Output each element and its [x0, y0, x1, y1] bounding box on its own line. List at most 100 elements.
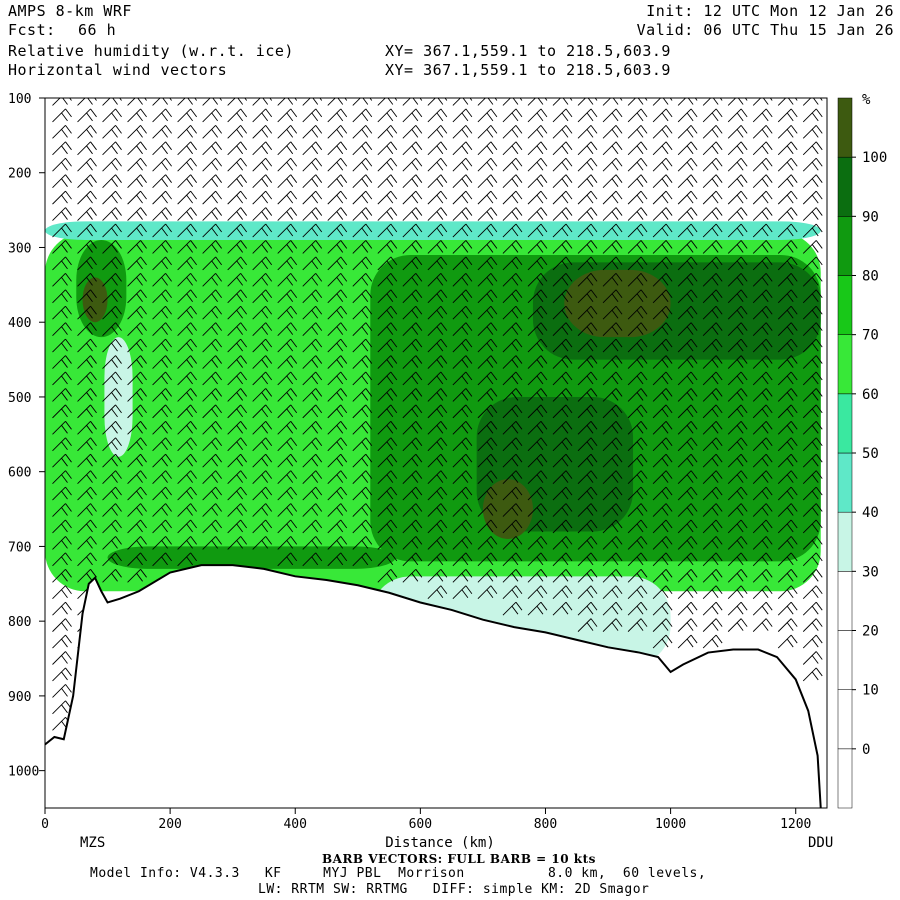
wind-barb — [402, 338, 423, 353]
barb-flag — [740, 470, 748, 479]
barb-staff — [77, 470, 91, 484]
barb-flag — [190, 322, 197, 331]
barb-flag — [87, 98, 93, 105]
wind-barb — [427, 190, 448, 205]
barb-flag — [286, 309, 294, 319]
barb-staff — [677, 223, 692, 238]
barb-flag — [161, 309, 168, 319]
barb-flag — [440, 503, 448, 512]
barb-staff — [252, 273, 267, 287]
barb-flag — [815, 190, 823, 200]
barb-flag — [186, 277, 193, 286]
barb-flag — [590, 437, 598, 447]
barb-flag — [611, 474, 619, 483]
barb-flag — [736, 326, 744, 335]
barb-staff — [52, 141, 66, 156]
wind-barb — [627, 223, 648, 238]
barb-staff — [427, 536, 442, 550]
barb-staff — [502, 240, 517, 254]
barb-staff — [652, 98, 662, 106]
barb-flag — [165, 157, 172, 167]
wind-barb — [202, 420, 223, 435]
barb-flag — [261, 507, 269, 516]
barb-flag — [661, 392, 669, 401]
wind-barb — [327, 273, 348, 287]
barb-flag — [361, 425, 369, 434]
barb-flag — [761, 573, 769, 582]
wind-barb — [577, 503, 598, 517]
barb-staff — [577, 174, 592, 189]
barb-flag — [561, 194, 569, 204]
wind-barb — [477, 223, 498, 238]
wind-barb — [702, 519, 723, 534]
barb-staff — [702, 174, 717, 189]
barb-flag — [640, 552, 648, 562]
wind-barb — [552, 108, 573, 123]
barb-staff — [577, 240, 592, 254]
barb-flag — [811, 474, 819, 483]
barb-staff — [377, 207, 392, 221]
wind-barb — [177, 273, 197, 287]
wind-barb — [777, 108, 798, 123]
wind-barb — [177, 256, 197, 271]
barb-staff — [377, 388, 392, 402]
barb-staff — [277, 273, 292, 287]
barb-flag — [786, 326, 794, 335]
wind-barb — [677, 552, 698, 567]
barb-staff — [177, 207, 191, 221]
barb-flag — [786, 507, 794, 516]
barb-staff — [177, 256, 191, 271]
barb-flag — [361, 129, 369, 138]
wind-barb — [402, 437, 423, 452]
wind-barb — [52, 453, 72, 468]
barb-staff — [277, 355, 292, 369]
wind-barb — [677, 305, 698, 320]
wind-barb — [427, 322, 448, 336]
barb-staff — [777, 157, 792, 172]
barb-flag — [236, 441, 244, 451]
barb-flag — [690, 601, 698, 611]
barb-staff — [277, 437, 292, 452]
barb-staff — [552, 437, 567, 452]
barb-flag — [286, 145, 294, 155]
barb-flag — [265, 289, 273, 299]
barb-flag — [561, 523, 569, 533]
wind-barb — [52, 223, 72, 238]
wind-barb — [602, 519, 623, 534]
barb-flag — [811, 490, 819, 500]
wind-barb — [652, 568, 673, 583]
barb-staff — [77, 207, 91, 221]
barb-staff — [277, 470, 292, 484]
barb-flag — [440, 536, 448, 545]
barb-flag — [461, 244, 469, 253]
barb-flag — [536, 342, 544, 352]
barb-flag — [536, 112, 544, 122]
wind-barb — [77, 470, 97, 484]
barb-flag — [740, 486, 748, 496]
barb-flag — [815, 388, 823, 397]
barb-flag — [711, 260, 719, 270]
wind-barb — [777, 273, 798, 287]
barb-flag — [640, 273, 648, 282]
wind-barb — [727, 404, 748, 419]
barb-flag — [390, 240, 398, 249]
wind-barb — [802, 503, 823, 517]
barb-flag — [486, 277, 494, 286]
wind-barb — [402, 289, 423, 304]
wind-barb — [302, 536, 323, 550]
barb-staff — [777, 568, 792, 583]
barb-flag — [565, 552, 573, 562]
wind-barb — [477, 322, 498, 336]
barb-staff — [102, 223, 116, 238]
barb-staff — [327, 519, 342, 534]
barb-staff — [77, 355, 91, 369]
barb-flag — [211, 359, 219, 368]
wind-barb — [652, 338, 673, 353]
colorbar-tick-label: 60 — [862, 387, 879, 403]
barb-flag — [536, 194, 544, 204]
barb-flag — [736, 375, 744, 385]
barb-flag — [615, 453, 623, 463]
barb-staff — [702, 256, 717, 271]
barb-staff — [202, 338, 216, 353]
barb-staff — [377, 453, 392, 468]
